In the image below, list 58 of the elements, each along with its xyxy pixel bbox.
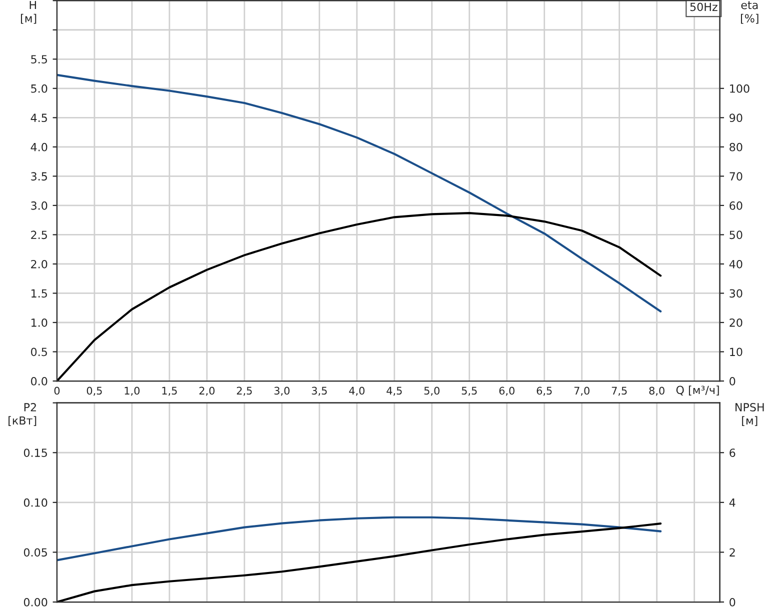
y2-tick-label: 70 — [730, 172, 742, 181]
y2-tick-label: 10 — [730, 348, 742, 356]
x-tick-label: 3,5 — [312, 386, 327, 396]
y-tick-label: 3.0 — [31, 201, 48, 210]
y-tick-label: 0.05 — [24, 548, 47, 557]
x-tick-label: 6,5 — [536, 386, 552, 396]
y-tick-label: 5.5 — [31, 55, 47, 64]
y-tick-label: 0.5 — [31, 348, 47, 356]
x-tick-label: 0,5 — [86, 386, 102, 396]
y2-tick-label: 2 — [730, 548, 735, 556]
x-tick-label: 2,5 — [236, 386, 252, 396]
line-series — [56, 522, 662, 602]
y2-axis-title: eta [%] — [740, 1, 758, 24]
x-tick-label: 2,0 — [199, 386, 215, 396]
y2-tick-label: 40 — [729, 260, 742, 268]
y2-tick-label: 20 — [730, 318, 742, 327]
x-tick-label: 5,0 — [424, 386, 440, 396]
x-tick-label: 5,5 — [462, 386, 477, 396]
y2-tick-label: 90 — [730, 114, 742, 122]
y2-tick-label: 30 — [730, 289, 742, 298]
y-tick-label: 3.5 — [31, 172, 47, 181]
y2-tick-label: 80 — [730, 142, 742, 152]
x-tick-label: 3,0 — [274, 386, 290, 396]
line-series — [56, 74, 662, 312]
line-series — [56, 212, 662, 382]
y2-tick-label: 4 — [729, 498, 736, 507]
x-axis-title: Q [м³/ч] — [676, 386, 719, 396]
y2-tick-label: 50 — [730, 230, 742, 240]
y-tick-label: 4.0 — [30, 142, 48, 152]
y-tick-label: 0.0 — [31, 376, 48, 386]
y-tick-label: 0.00 — [24, 598, 48, 606]
y-tick-label: 1.0 — [31, 318, 48, 327]
x-tick-label: 1,0 — [124, 386, 140, 396]
y-axis-title: H [м] — [20, 0, 36, 24]
y2-tick-label: 0 — [730, 598, 736, 606]
x-tick-label: 8,0 — [649, 386, 664, 396]
y-tick-label: 2.5 — [31, 230, 47, 240]
x-tick-label: 0 — [54, 386, 60, 395]
x-tick-label: 6,0 — [499, 386, 514, 396]
annotation: 50Hz — [690, 2, 718, 12]
x-tick-label: 4,0 — [349, 386, 364, 396]
y-tick-label: 2.0 — [31, 260, 48, 268]
y2-tick-label: 60 — [730, 201, 742, 210]
y2-tick-label: 100 — [730, 84, 750, 93]
y-tick-label: 0.10 — [24, 498, 48, 507]
y-axis-title: P2 [кВт] — [8, 403, 36, 426]
y2-tick-label: 6 — [730, 448, 736, 458]
x-tick-label: 7,5 — [612, 386, 627, 396]
x-tick-label: 4,5 — [386, 386, 402, 396]
y-tick-label: 0.15 — [24, 448, 47, 458]
y-tick-label: 4.5 — [30, 114, 47, 122]
y-tick-label: 1.5 — [31, 289, 47, 298]
x-tick-label: 7,0 — [574, 386, 590, 396]
line-series — [56, 516, 662, 562]
y2-axis-title: NPSH [м] — [736, 403, 764, 426]
x-tick-label: 1,5 — [162, 386, 177, 396]
y2-tick-label: 0 — [730, 376, 736, 386]
y-tick-label: 5.0 — [31, 84, 48, 93]
